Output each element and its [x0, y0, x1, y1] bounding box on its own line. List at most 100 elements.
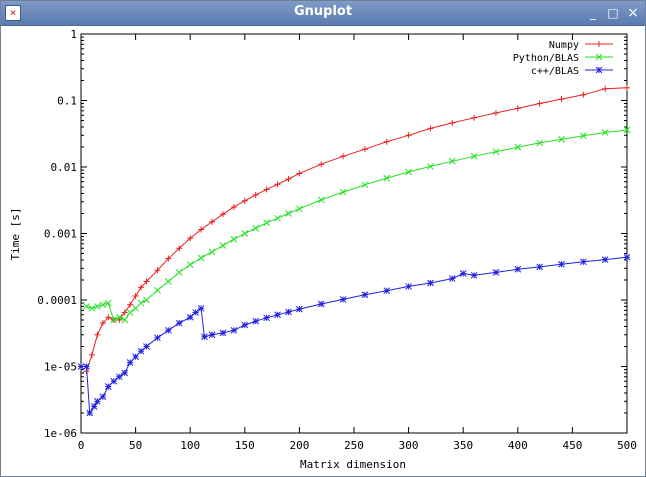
- data-point: [154, 286, 161, 294]
- data-point: [580, 91, 587, 98]
- data-point: [263, 219, 270, 227]
- data-point: [252, 191, 259, 198]
- data-point: [104, 383, 112, 390]
- data-point: [175, 319, 183, 327]
- data-point: [99, 320, 106, 327]
- data-point: [132, 353, 139, 361]
- series-2: [77, 253, 631, 417]
- maximize-button[interactable]: □: [607, 6, 619, 20]
- data-point: [104, 299, 112, 307]
- data-point: [624, 84, 630, 91]
- data-point: [471, 114, 478, 121]
- plot-area: 0 50 100 150 200 250 300 350 400 450 500 1e-06 1e-05…: [9, 28, 637, 471]
- plot-frame: [80, 33, 628, 434]
- data-point: [405, 132, 412, 139]
- data-point: [154, 267, 161, 274]
- data-point: [208, 331, 216, 339]
- data-point: [448, 275, 456, 282]
- data-point: [361, 146, 368, 153]
- data-point: [94, 397, 101, 405]
- data-point: [99, 301, 107, 309]
- title-bar[interactable]: × Gnuplot _ □ ×: [1, 1, 645, 26]
- data-point: [405, 168, 412, 176]
- data-point: [317, 300, 325, 308]
- data-point: [126, 359, 134, 366]
- data-point: [241, 321, 249, 329]
- data-point: [514, 265, 522, 273]
- data-point: [470, 271, 478, 279]
- data-point: [449, 119, 456, 126]
- data-point: [132, 292, 139, 299]
- data-point: [132, 304, 139, 312]
- data-point: [383, 174, 391, 182]
- data-point: [219, 329, 227, 337]
- data-point: [90, 403, 98, 410]
- data-point: [558, 136, 565, 143]
- data-point: [137, 299, 145, 307]
- data-point: [536, 139, 543, 147]
- series-line: [86, 129, 628, 321]
- data-point: [536, 100, 543, 107]
- x-axis-label: Matrix dimension: [300, 458, 406, 471]
- data-point: [361, 291, 369, 299]
- data-point: [94, 303, 101, 310]
- data-point: [340, 153, 347, 160]
- data-point: [536, 263, 543, 271]
- data-point: [197, 304, 205, 312]
- close-button[interactable]: ×: [627, 5, 639, 21]
- data-point: [339, 296, 347, 303]
- x-tick-label: 500: [617, 439, 637, 452]
- data-point: [121, 316, 129, 324]
- data-point: [186, 313, 194, 321]
- data-point: [99, 393, 107, 401]
- data-point: [94, 331, 101, 338]
- data-point: [116, 317, 123, 324]
- y-tick-label: 1e-06: [44, 427, 77, 440]
- y-tick-label: 0.001: [44, 228, 77, 241]
- data-point: [317, 196, 325, 204]
- data-point: [361, 181, 369, 189]
- x-tick-label: 0: [78, 439, 85, 452]
- data-point: [105, 314, 112, 321]
- data-point: [492, 269, 500, 276]
- data-point: [274, 311, 281, 319]
- data-point: [339, 188, 347, 196]
- data-point: [263, 186, 270, 193]
- data-point: [427, 125, 434, 132]
- gnuplot-icon[interactable]: ×: [5, 5, 21, 21]
- data-point: [143, 343, 150, 350]
- data-point: [88, 351, 95, 358]
- data-point: [115, 313, 123, 321]
- data-point: [110, 316, 118, 324]
- legend-label: Numpy: [549, 40, 579, 51]
- y-tick-label: 1e-05: [44, 361, 77, 374]
- data-point: [187, 235, 194, 242]
- data-point: [623, 253, 631, 261]
- data-point: [296, 170, 303, 177]
- data-point: [165, 255, 172, 262]
- data-point: [143, 278, 150, 285]
- data-point: [427, 279, 434, 287]
- y-tick-label: 0.0001: [37, 294, 77, 307]
- data-point: [127, 301, 134, 308]
- data-point: [296, 205, 303, 213]
- data-point: [470, 152, 478, 160]
- data-point: [154, 334, 161, 342]
- data-point: [579, 132, 587, 140]
- data-point: [165, 278, 172, 285]
- data-point: [126, 309, 134, 316]
- minimize-button[interactable]: _: [590, 6, 596, 20]
- legend-marker: [596, 41, 602, 47]
- x-tick-label: 50: [129, 439, 142, 452]
- data-point: [602, 85, 609, 92]
- data-point: [138, 284, 145, 291]
- data-point: [558, 96, 565, 103]
- data-point: [459, 270, 467, 277]
- data-point: [448, 157, 456, 165]
- data-point: [492, 148, 500, 156]
- data-point: [198, 226, 205, 233]
- x-tick-label: 450: [562, 439, 582, 452]
- data-point: [176, 245, 183, 252]
- data-point: [165, 326, 172, 334]
